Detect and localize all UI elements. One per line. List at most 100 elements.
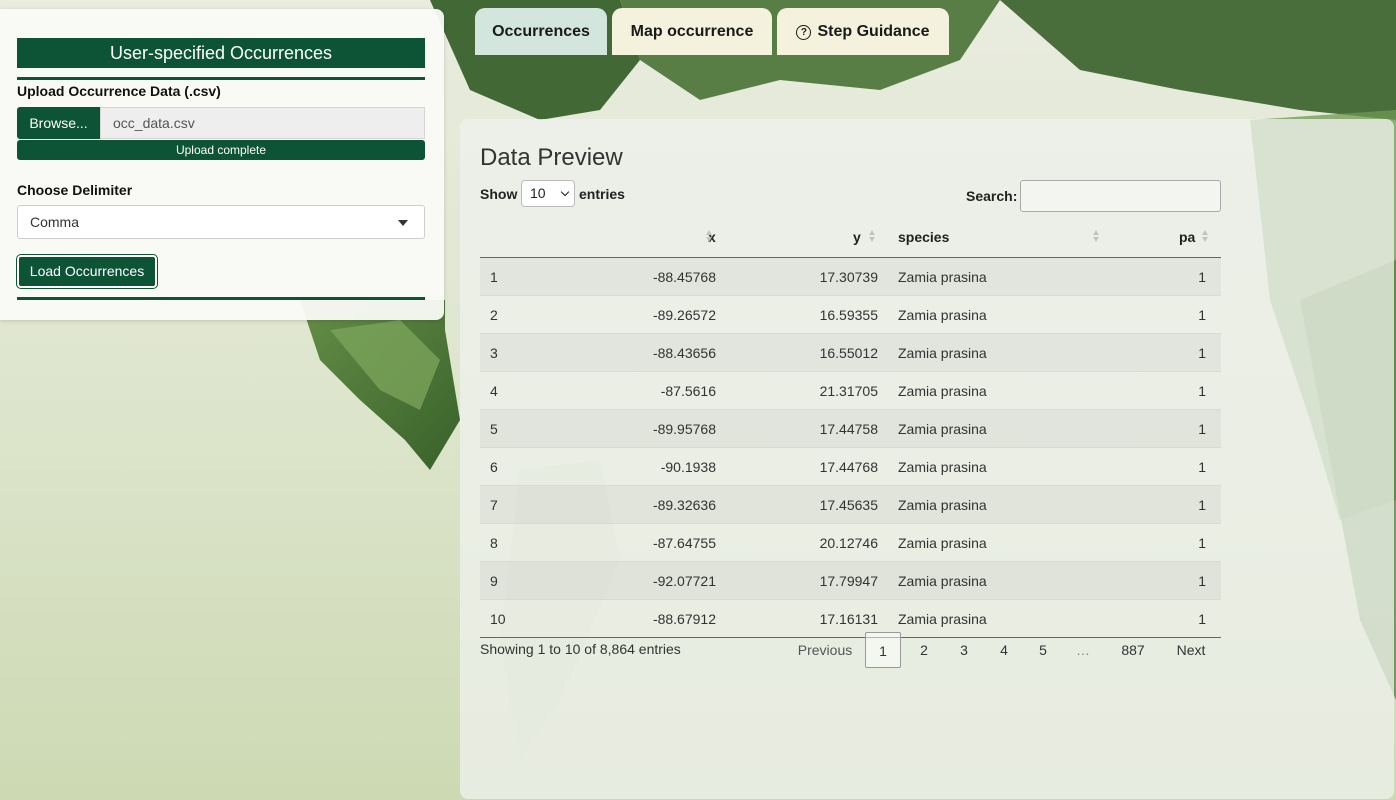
cell-species: Zamia prasina bbox=[898, 269, 987, 285]
cell-x: -88.43656 bbox=[652, 345, 716, 361]
row-index: 6 bbox=[490, 459, 498, 475]
table-row[interactable]: 9 -92.07721 17.79947 Zamia prasina 1 bbox=[480, 562, 1221, 600]
cell-species: Zamia prasina bbox=[898, 383, 987, 399]
cell-y: 17.30739 bbox=[819, 269, 878, 285]
row-index: 1 bbox=[490, 269, 498, 285]
cell-x: -87.64755 bbox=[652, 535, 716, 551]
chevron-down-icon bbox=[560, 187, 570, 197]
load-occurrences-button[interactable]: Load Occurrences bbox=[17, 255, 157, 288]
cell-species: Zamia prasina bbox=[898, 345, 987, 361]
cell-species: Zamia prasina bbox=[898, 535, 987, 551]
cell-y: 17.79947 bbox=[819, 573, 878, 589]
cell-pa: 1 bbox=[1198, 421, 1206, 437]
cell-pa: 1 bbox=[1198, 611, 1206, 627]
table-row[interactable]: 7 -89.32636 17.45635 Zamia prasina 1 bbox=[480, 486, 1221, 524]
cell-x: -92.07721 bbox=[652, 573, 716, 589]
cell-pa: 1 bbox=[1198, 497, 1206, 513]
sort-icon[interactable] bbox=[869, 230, 876, 244]
tab-label: Map occurrence bbox=[630, 23, 754, 40]
cell-y: 17.16131 bbox=[819, 611, 878, 627]
cell-species: Zamia prasina bbox=[898, 497, 987, 513]
tab-label: Step Guidance bbox=[817, 23, 930, 40]
browse-button[interactable]: Browse... bbox=[17, 107, 100, 139]
row-index: 7 bbox=[490, 497, 498, 513]
entries-label: entries bbox=[579, 186, 625, 202]
table-row[interactable]: 6 -90.1938 17.44768 Zamia prasina 1 bbox=[480, 448, 1221, 486]
pagination-page-5[interactable]: 5 bbox=[1039, 642, 1047, 658]
show-label: Show bbox=[480, 186, 518, 202]
pagination-ellipsis: … bbox=[1076, 642, 1090, 658]
pagination-page-4[interactable]: 4 bbox=[1000, 642, 1008, 658]
pagination-previous[interactable]: Previous bbox=[797, 642, 853, 658]
page-length-value: 10 bbox=[530, 185, 546, 201]
table-info: Showing 1 to 10 of 8,864 entries bbox=[480, 641, 681, 657]
cell-y: 17.45635 bbox=[819, 497, 878, 513]
cell-x: -89.32636 bbox=[652, 497, 716, 513]
upload-progress-bar: Upload complete bbox=[17, 140, 425, 160]
sort-icon[interactable] bbox=[706, 230, 713, 244]
table-row[interactable]: 3 -88.43656 16.55012 Zamia prasina 1 bbox=[480, 334, 1221, 372]
cell-y: 17.44758 bbox=[819, 421, 878, 437]
data-preview-panel: Data Preview Show 10 entries Search: x y… bbox=[460, 119, 1394, 799]
pagination-next[interactable]: Next bbox=[1176, 642, 1206, 658]
cell-pa: 1 bbox=[1198, 535, 1206, 551]
page-length-select[interactable]: 10 bbox=[521, 180, 575, 207]
column-header-pa[interactable]: pa bbox=[1179, 229, 1196, 245]
sort-icon[interactable] bbox=[1093, 230, 1100, 244]
sort-icon[interactable] bbox=[1202, 230, 1209, 244]
table-header: x y species pa bbox=[480, 218, 1221, 258]
cell-y: 21.31705 bbox=[819, 383, 878, 399]
cell-x: -89.95768 bbox=[652, 421, 716, 437]
pagination-page-last[interactable]: 887 bbox=[1121, 642, 1145, 658]
cell-species: Zamia prasina bbox=[898, 611, 987, 627]
cell-pa: 1 bbox=[1198, 459, 1206, 475]
tab-map-occurrence[interactable]: Map occurrence bbox=[612, 8, 772, 55]
question-circle-icon: ? bbox=[796, 25, 812, 40]
cell-x: -88.45768 bbox=[652, 269, 716, 285]
data-table: x y species pa 1 -88.45768 17.30739 Zamia p… bbox=[480, 218, 1221, 638]
table-row[interactable]: 2 -89.26572 16.59355 Zamia prasina 1 bbox=[480, 296, 1221, 334]
delimiter-selected-value: Comma bbox=[30, 214, 80, 230]
cell-pa: 1 bbox=[1198, 345, 1206, 361]
row-index: 5 bbox=[490, 421, 498, 437]
page-title: Data Preview bbox=[480, 144, 623, 171]
row-index: 4 bbox=[490, 383, 498, 399]
cell-x: -87.5616 bbox=[660, 383, 716, 399]
tab-step-guidance[interactable]: ? Step Guidance bbox=[777, 8, 949, 55]
pagination-page-3[interactable]: 3 bbox=[960, 642, 968, 658]
sidebar-panel: User-specified Occurrences Upload Occurr… bbox=[0, 9, 444, 320]
column-header-species[interactable]: species bbox=[898, 229, 950, 245]
pagination-page-2[interactable]: 2 bbox=[920, 642, 928, 658]
file-name-field[interactable]: occ_data.csv bbox=[100, 107, 425, 139]
column-header-y[interactable]: y bbox=[853, 229, 861, 245]
upload-label: Upload Occurrence Data (.csv) bbox=[17, 83, 221, 99]
row-index: 10 bbox=[490, 611, 506, 627]
delimiter-select[interactable]: Comma bbox=[17, 205, 425, 239]
table-row[interactable]: 4 -87.5616 21.31705 Zamia prasina 1 bbox=[480, 372, 1221, 410]
cell-x: -90.1938 bbox=[660, 459, 716, 475]
table-row[interactable]: 10 -88.67912 17.16131 Zamia prasina 1 bbox=[480, 600, 1221, 638]
delimiter-label: Choose Delimiter bbox=[17, 182, 133, 198]
cell-x: -89.26572 bbox=[652, 307, 716, 323]
cell-x: -88.67912 bbox=[652, 611, 716, 627]
cell-y: 17.44768 bbox=[819, 459, 878, 475]
row-index: 3 bbox=[490, 345, 498, 361]
divider bbox=[17, 77, 425, 80]
divider bbox=[17, 297, 425, 300]
cell-species: Zamia prasina bbox=[898, 573, 987, 589]
search-input[interactable] bbox=[1020, 180, 1221, 212]
cell-pa: 1 bbox=[1198, 269, 1206, 285]
row-index: 2 bbox=[490, 307, 498, 323]
table-row[interactable]: 8 -87.64755 20.12746 Zamia prasina 1 bbox=[480, 524, 1221, 562]
tab-occurrences[interactable]: Occurrences bbox=[475, 8, 607, 55]
tab-label: Occurrences bbox=[492, 23, 590, 40]
chevron-down-icon bbox=[398, 220, 408, 226]
cell-pa: 1 bbox=[1198, 383, 1206, 399]
cell-y: 16.59355 bbox=[819, 307, 878, 323]
row-index: 8 bbox=[490, 535, 498, 551]
cell-species: Zamia prasina bbox=[898, 421, 987, 437]
table-body: 1 -88.45768 17.30739 Zamia prasina 1 2 -89.265… bbox=[480, 258, 1221, 638]
table-row[interactable]: 5 -89.95768 17.44758 Zamia prasina 1 bbox=[480, 410, 1221, 448]
pagination-page-1[interactable]: 1 bbox=[865, 632, 901, 668]
table-row[interactable]: 1 -88.45768 17.30739 Zamia prasina 1 bbox=[480, 258, 1221, 296]
